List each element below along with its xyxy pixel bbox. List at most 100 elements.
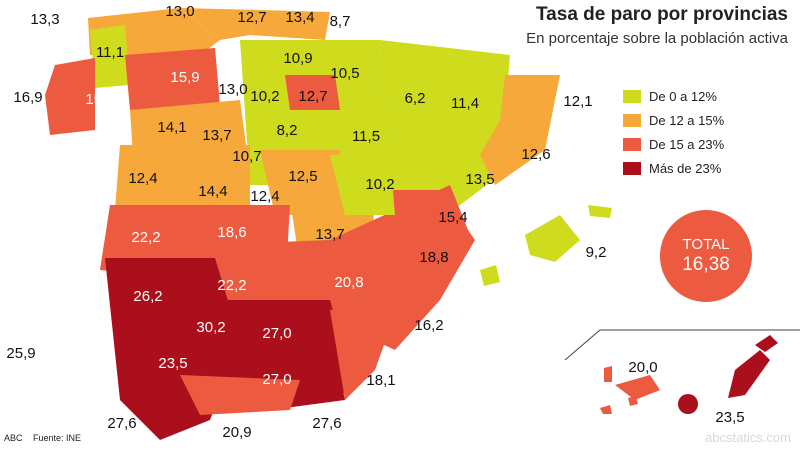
province-value-label: 26,2	[133, 288, 162, 305]
province-value-label: 10,5	[330, 65, 359, 82]
province-value-label: 13,3	[30, 11, 59, 28]
province-value-label: 13,7	[202, 127, 231, 144]
province-value-label: 12,7	[237, 9, 266, 26]
region-gomera	[628, 396, 638, 406]
province-value-label: 18,8	[419, 249, 448, 266]
province-value-label: 20,9	[222, 424, 251, 441]
province-value-label: 20,0	[628, 359, 657, 376]
region-aragon-navarra	[380, 40, 510, 220]
region-mallorca	[525, 215, 580, 262]
region-madrid-city	[330, 155, 395, 215]
map-subtitle: En porcentaje sobre la población activa	[526, 30, 788, 47]
credits: ABC Fuente: INE	[4, 433, 89, 443]
province-value-label: 12,4	[128, 170, 157, 187]
map-title: Tasa de paro por provincias	[535, 4, 788, 25]
legend-item: De 15 a 23%	[623, 132, 724, 156]
province-value-label: 8,2	[277, 122, 298, 139]
region-malaga	[180, 375, 300, 415]
legend-label: De 0 a 12%	[649, 88, 717, 104]
region-lugo	[90, 25, 130, 88]
province-value-label: 6,2	[405, 90, 426, 107]
credit-publisher: ABC	[4, 433, 23, 443]
province-value-label: 12,5	[288, 168, 317, 185]
province-value-label: 11,5	[352, 128, 380, 145]
region-lanzarote	[755, 335, 778, 352]
province-value-label: 8,7	[330, 13, 351, 30]
province-value-label: 22,2	[217, 277, 246, 294]
province-value-label: 13,0	[165, 3, 194, 20]
region-burgos-area	[240, 40, 390, 185]
total-badge: TOTAL 16,38	[660, 210, 752, 302]
region-coruna-pontevedra	[45, 58, 95, 135]
province-value-label: 15,9	[170, 69, 199, 86]
legend-swatch	[623, 137, 641, 151]
province-value-label: 23,5	[158, 355, 187, 372]
province-value-label: 15,3	[85, 91, 114, 108]
region-castile-south	[115, 145, 250, 210]
region-leon	[125, 48, 220, 110]
province-value-labels: 13,3 13,0 12,7 13,4 8,711,1 10,916,915,9 10,51…	[6, 3, 744, 441]
total-label: TOTAL	[682, 236, 730, 253]
province-value-label: 11,4	[451, 95, 479, 112]
canary-inset-frame	[564, 329, 800, 361]
region-basque	[250, 10, 330, 40]
legend-item: De 0 a 12%	[623, 84, 724, 108]
province-value-label: 25,9	[6, 345, 35, 362]
legend-item: De 12 a 15%	[623, 108, 724, 132]
region-madrid-area	[260, 150, 345, 215]
legend-swatch	[623, 89, 641, 103]
province-value-label: 12,1	[563, 93, 592, 110]
province-value-label: 14,1	[157, 119, 186, 136]
province-value-label: 23,5	[715, 409, 744, 426]
province-value-label: 11,1	[96, 44, 124, 61]
region-gran-canaria	[678, 394, 698, 414]
province-value-label: 27,0	[262, 371, 291, 388]
province-value-label: 16,9	[13, 89, 42, 106]
province-value-label: 20,8	[334, 274, 363, 291]
province-value-label: 10,7	[232, 148, 261, 165]
province-value-label: 15,4	[438, 209, 467, 226]
map-regions	[45, 8, 800, 440]
legend-swatch	[623, 161, 641, 175]
province-value-label: 16,2	[414, 317, 443, 334]
province-value-label: 27,6	[312, 415, 341, 432]
province-value-label: 10,9	[283, 50, 312, 67]
province-value-label: 12,6	[521, 146, 550, 163]
region-hierro	[600, 405, 612, 414]
province-value-label: 27,6	[107, 415, 136, 432]
province-value-label: 30,2	[196, 319, 225, 336]
total-value: 16,38	[682, 254, 730, 275]
province-value-label: 13,0	[218, 81, 247, 98]
region-tenerife	[615, 375, 660, 400]
region-la-mancha	[205, 240, 330, 315]
province-value-label: 13,5	[465, 171, 494, 188]
province-value-label: 13,4	[285, 9, 314, 26]
province-value-label: 22,2	[131, 229, 160, 246]
legend-label: De 12 a 15%	[649, 112, 725, 128]
legend-label: De 15 a 23%	[649, 136, 725, 152]
province-value-label: 9,2	[586, 244, 607, 261]
legend-item: Más de 23%	[623, 156, 724, 180]
province-value-label: 18,6	[217, 224, 246, 241]
province-value-label: 13,7	[315, 226, 344, 243]
province-value-label: 27,0	[262, 325, 291, 342]
region-ibiza	[480, 265, 500, 286]
legend: De 0 a 12% De 12 a 15% De 15 a 23% Más d…	[623, 84, 724, 180]
region-valencia	[390, 190, 475, 300]
region-murcia	[330, 300, 400, 400]
watermark: abcstatics.com	[705, 430, 791, 445]
province-value-label: 12,7	[298, 88, 327, 105]
region-fuerteventura	[728, 350, 770, 398]
province-value-label: 10,2	[250, 88, 279, 105]
province-value-label: 14,4	[198, 183, 227, 200]
region-catalonia	[480, 75, 560, 185]
credit-source: Fuente: INE	[33, 433, 82, 443]
region-cantabria	[180, 8, 260, 40]
region-menorca	[588, 205, 612, 218]
region-rioja	[285, 75, 340, 110]
province-value-label: 12,4	[250, 188, 279, 205]
province-value-label: 18,1	[366, 372, 395, 389]
province-value-label: 10,2	[365, 176, 394, 193]
